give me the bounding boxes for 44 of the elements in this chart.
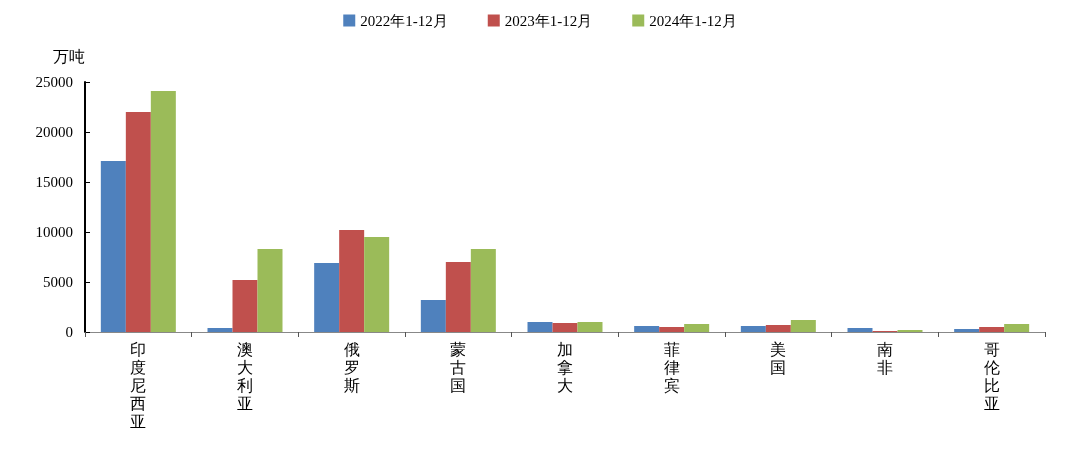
bar: [125, 112, 151, 332]
bar: [684, 324, 710, 332]
y-tick-label: 20000: [35, 124, 73, 140]
x-tick-label: 美国: [770, 339, 787, 377]
bar: [847, 328, 873, 332]
bar: [552, 323, 578, 332]
y-tick-label: 5000: [43, 274, 73, 290]
y-tick-label: 15000: [35, 174, 73, 190]
x-tick-label: 蒙古国: [450, 339, 467, 395]
bar: [364, 237, 390, 332]
x-tick-label: 俄罗斯: [343, 339, 360, 395]
bar: [659, 327, 685, 332]
y-tick-label: 25000: [35, 74, 73, 90]
bar: [150, 91, 176, 332]
bar: [790, 320, 816, 332]
bar: [740, 326, 766, 332]
y-axis-title: 万吨: [53, 46, 85, 66]
bar: [314, 263, 340, 332]
x-tick-label: 印度尼西亚: [130, 339, 147, 431]
bar: [339, 230, 365, 332]
bar: [232, 280, 258, 332]
bar: [979, 327, 1005, 332]
x-tick-label: 哥伦比亚: [983, 339, 1000, 413]
bar: [527, 322, 553, 332]
bar: [634, 326, 660, 332]
bar: [954, 329, 980, 332]
y-tick-label: 10000: [35, 224, 73, 240]
bar: [100, 161, 126, 332]
bar: [207, 328, 233, 332]
x-tick-label: 澳大利亚: [237, 339, 253, 413]
x-tick-label: 菲律宾: [663, 339, 680, 395]
bar: [445, 262, 471, 332]
bar: [257, 249, 283, 332]
bar: [765, 325, 791, 332]
bar: [420, 300, 446, 332]
bar: [1004, 324, 1030, 332]
x-tick-label: 加拿大: [557, 339, 573, 395]
bar: [470, 249, 496, 332]
x-tick-label: 南非: [877, 339, 893, 377]
bar: [577, 322, 603, 332]
legend-label: 2022年1-12月: [360, 12, 448, 29]
legend-label: 2024年1-12月: [649, 12, 737, 29]
legend-label: 2023年1-12月: [504, 12, 593, 29]
y-tick-label: 0: [65, 324, 73, 340]
